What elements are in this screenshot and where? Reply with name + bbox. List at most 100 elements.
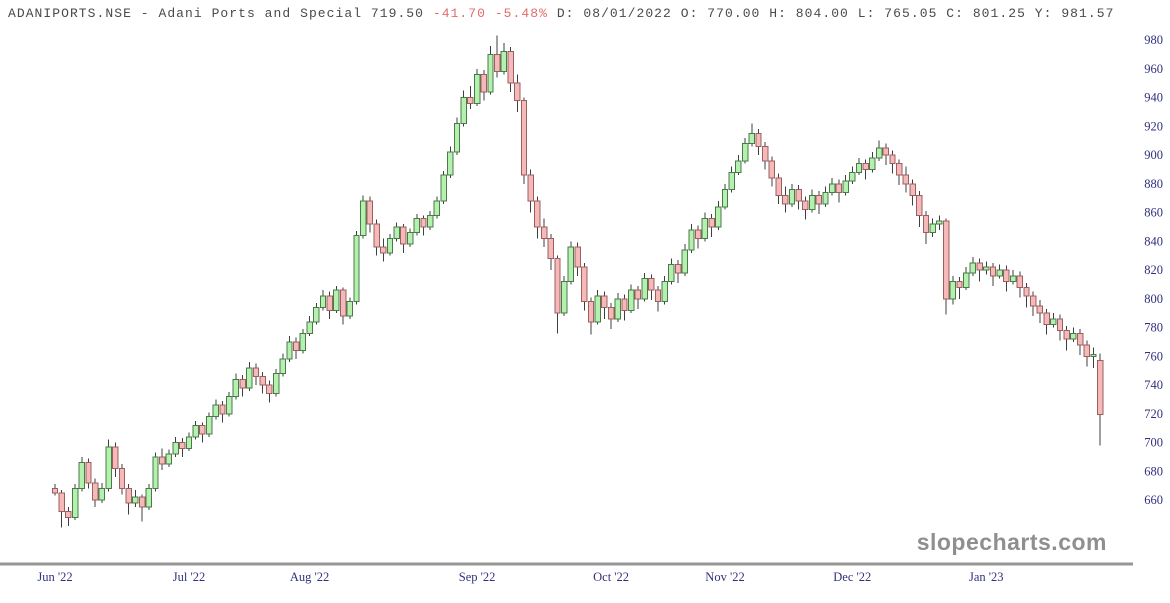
candle[interactable] — [942, 218, 950, 315]
candle[interactable] — [447, 146, 454, 178]
candle[interactable] — [427, 211, 434, 230]
candle[interactable] — [199, 422, 206, 443]
candle[interactable] — [1056, 314, 1064, 341]
candle[interactable] — [554, 255, 561, 334]
candle[interactable] — [1083, 340, 1090, 367]
candle[interactable] — [527, 169, 534, 213]
candle[interactable] — [621, 294, 628, 321]
candle[interactable] — [648, 274, 655, 301]
candle[interactable] — [668, 258, 675, 285]
candle[interactable] — [232, 373, 240, 400]
candle[interactable] — [138, 494, 146, 522]
candle[interactable] — [514, 74, 521, 112]
candle[interactable] — [875, 140, 883, 161]
candle[interactable] — [480, 70, 488, 101]
candle[interactable] — [741, 137, 749, 164]
candle[interactable] — [735, 155, 742, 176]
candle[interactable] — [386, 234, 394, 256]
candle[interactable] — [192, 420, 199, 440]
candle[interactable] — [293, 337, 300, 360]
candle[interactable] — [601, 291, 608, 319]
candle[interactable] — [313, 303, 320, 325]
candle[interactable] — [520, 97, 528, 184]
candle[interactable] — [534, 196, 541, 239]
candle[interactable] — [614, 293, 621, 322]
candle[interactable] — [51, 484, 59, 496]
candle[interactable] — [145, 484, 153, 511]
candle[interactable] — [219, 400, 226, 423]
candle[interactable] — [71, 484, 79, 521]
candle[interactable] — [420, 215, 427, 236]
candle[interactable] — [393, 222, 400, 242]
candle[interactable] — [762, 142, 769, 170]
candle[interactable] — [467, 86, 474, 109]
candle[interactable] — [105, 439, 112, 492]
candle[interactable] — [956, 277, 963, 299]
candle[interactable] — [715, 201, 722, 230]
candle[interactable] — [1043, 308, 1050, 335]
candle[interactable] — [1050, 313, 1057, 328]
candle[interactable] — [922, 211, 930, 245]
candle[interactable] — [889, 150, 896, 174]
candle[interactable] — [440, 170, 447, 204]
candle[interactable] — [989, 262, 997, 286]
candle[interactable] — [1016, 271, 1023, 298]
candle[interactable] — [869, 152, 876, 173]
candle[interactable] — [802, 196, 809, 220]
candle[interactable] — [969, 257, 977, 276]
candle[interactable] — [896, 159, 903, 186]
candle[interactable] — [654, 285, 662, 312]
candle[interactable] — [400, 224, 407, 253]
candle[interactable] — [855, 157, 863, 176]
candle[interactable] — [708, 213, 715, 237]
candle[interactable] — [413, 213, 421, 236]
candle[interactable] — [460, 90, 467, 127]
candle[interactable] — [996, 264, 1003, 279]
candle[interactable] — [326, 291, 333, 319]
candle[interactable] — [949, 275, 956, 305]
candle[interactable] — [929, 218, 936, 237]
candle[interactable] — [212, 399, 220, 420]
candle[interactable] — [721, 183, 729, 210]
candle[interactable] — [299, 328, 307, 354]
candle[interactable] — [333, 285, 340, 314]
candle[interactable] — [125, 484, 132, 515]
candle[interactable] — [862, 159, 869, 180]
candle[interactable] — [641, 272, 648, 302]
candle[interactable] — [85, 458, 92, 489]
candle[interactable] — [252, 363, 260, 385]
candle[interactable] — [279, 353, 287, 377]
candle[interactable] — [808, 189, 816, 213]
candle[interactable] — [65, 507, 72, 526]
candle[interactable] — [674, 259, 682, 283]
candle[interactable] — [849, 166, 856, 184]
candle[interactable] — [1097, 353, 1104, 446]
candle[interactable] — [768, 156, 776, 187]
candle[interactable] — [936, 215, 943, 230]
candle[interactable] — [561, 275, 568, 316]
candle[interactable] — [159, 448, 166, 470]
candle[interactable] — [494, 35, 501, 78]
candle[interactable] — [574, 242, 581, 276]
candle[interactable] — [152, 452, 159, 492]
candle[interactable] — [272, 369, 280, 397]
candle[interactable] — [373, 219, 380, 256]
candle[interactable] — [916, 190, 923, 227]
candle[interactable] — [795, 185, 802, 210]
candle[interactable] — [346, 297, 354, 319]
candle[interactable] — [360, 195, 367, 239]
candle[interactable] — [909, 179, 916, 206]
candle[interactable] — [1070, 327, 1077, 342]
candle[interactable] — [98, 482, 106, 503]
candle[interactable] — [353, 231, 360, 305]
candle[interactable] — [775, 173, 782, 204]
candle[interactable] — [92, 478, 99, 508]
candle[interactable] — [983, 261, 990, 275]
candle[interactable] — [266, 380, 273, 403]
candle[interactable] — [782, 186, 789, 213]
candle[interactable] — [1076, 328, 1084, 355]
candle[interactable] — [882, 143, 889, 166]
candle[interactable] — [306, 316, 313, 337]
candle[interactable] — [239, 374, 246, 397]
candle[interactable] — [339, 287, 347, 325]
